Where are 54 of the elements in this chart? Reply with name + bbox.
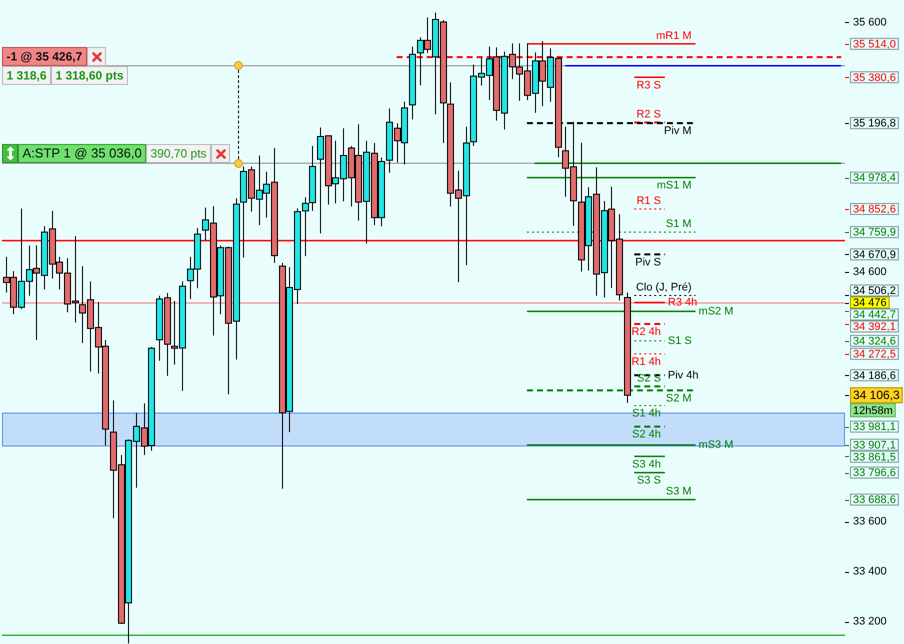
y-tick-label: 34 272,5: [853, 348, 896, 360]
series-label: mS3 M: [698, 439, 734, 452]
y-tick-label: 34 759,9: [853, 226, 896, 239]
y-tick-label: 33 907,1: [853, 439, 896, 452]
y-tick-label: 35 600: [853, 16, 887, 28]
annotation: 1 318,60 pts: [56, 68, 124, 82]
series-label: R2 S: [636, 108, 661, 121]
series-label: S2 M: [666, 392, 692, 404]
series-label: Piv S: [635, 256, 661, 268]
series-label: R2 4h: [632, 326, 661, 338]
y-tick-label: 35 514,0: [853, 38, 896, 50]
y-tick-label: 34 978,4: [853, 172, 896, 184]
series-label: R1 S: [636, 195, 661, 208]
series-label: S2 4h: [632, 428, 661, 441]
series-label: S2 S: [637, 372, 661, 384]
series-label: S3 S: [637, 474, 661, 487]
series-label: mS2 M: [698, 305, 734, 318]
y-tick-label: 33 200: [853, 616, 887, 628]
annotation: 390,70 pts: [150, 146, 207, 160]
series-label: R3 4h: [668, 296, 698, 309]
y-tick-label: 34 852,6: [853, 204, 896, 216]
y-tick-label: 33 981,1: [853, 421, 896, 434]
series-label: S1 4h: [632, 408, 661, 420]
text: 12h58m: [853, 404, 893, 417]
series-label: S1 S: [668, 334, 692, 347]
series-label: Piv M: [664, 125, 692, 138]
series-label: S3 4h: [632, 458, 661, 470]
series-label: R1 4h: [632, 356, 661, 368]
y-tick-label: 34 600: [853, 266, 887, 278]
y-tick-label: 34 506,2: [853, 284, 896, 297]
y-tick-label: 33 400: [853, 566, 887, 578]
series-label: mR1 M: [656, 30, 692, 42]
series-label: Piv 4h: [668, 369, 698, 382]
y-tick-label: 34 476: [853, 296, 887, 309]
y-tick-label: 34 670,9: [853, 248, 896, 261]
y-tick-label: 35 196,8: [853, 118, 896, 130]
series-label: S3 M: [666, 486, 692, 498]
annotation: 1 318,6: [6, 68, 47, 82]
series-label: Clo (J, Pré): [636, 282, 692, 294]
y-tick-label: 34 442,7: [853, 308, 896, 321]
y-tick-label: 34 324,6: [853, 335, 896, 348]
y-tick-label: 33 688,6: [853, 494, 896, 506]
y-tick-label: 33 861,5: [853, 451, 896, 464]
series-label: R3 S: [636, 79, 661, 92]
y-tick-label: 33 600: [853, 516, 887, 528]
y-tick-label: 35 380,6: [853, 72, 896, 84]
y-tick-label: 33 796,6: [853, 467, 896, 480]
y-tick-label: 34 106,3: [853, 388, 900, 402]
y-tick-label: 34 392,1: [853, 320, 896, 333]
y-tick-label: 34 186,6: [853, 370, 896, 382]
series-label: S1 M: [666, 218, 692, 230]
series-label: mS1 M: [656, 180, 692, 192]
ref-line-label: -1 @ 35 426,7: [6, 49, 83, 64]
ref-line-label: A:STP 1 @ 35 036,0: [22, 146, 142, 161]
